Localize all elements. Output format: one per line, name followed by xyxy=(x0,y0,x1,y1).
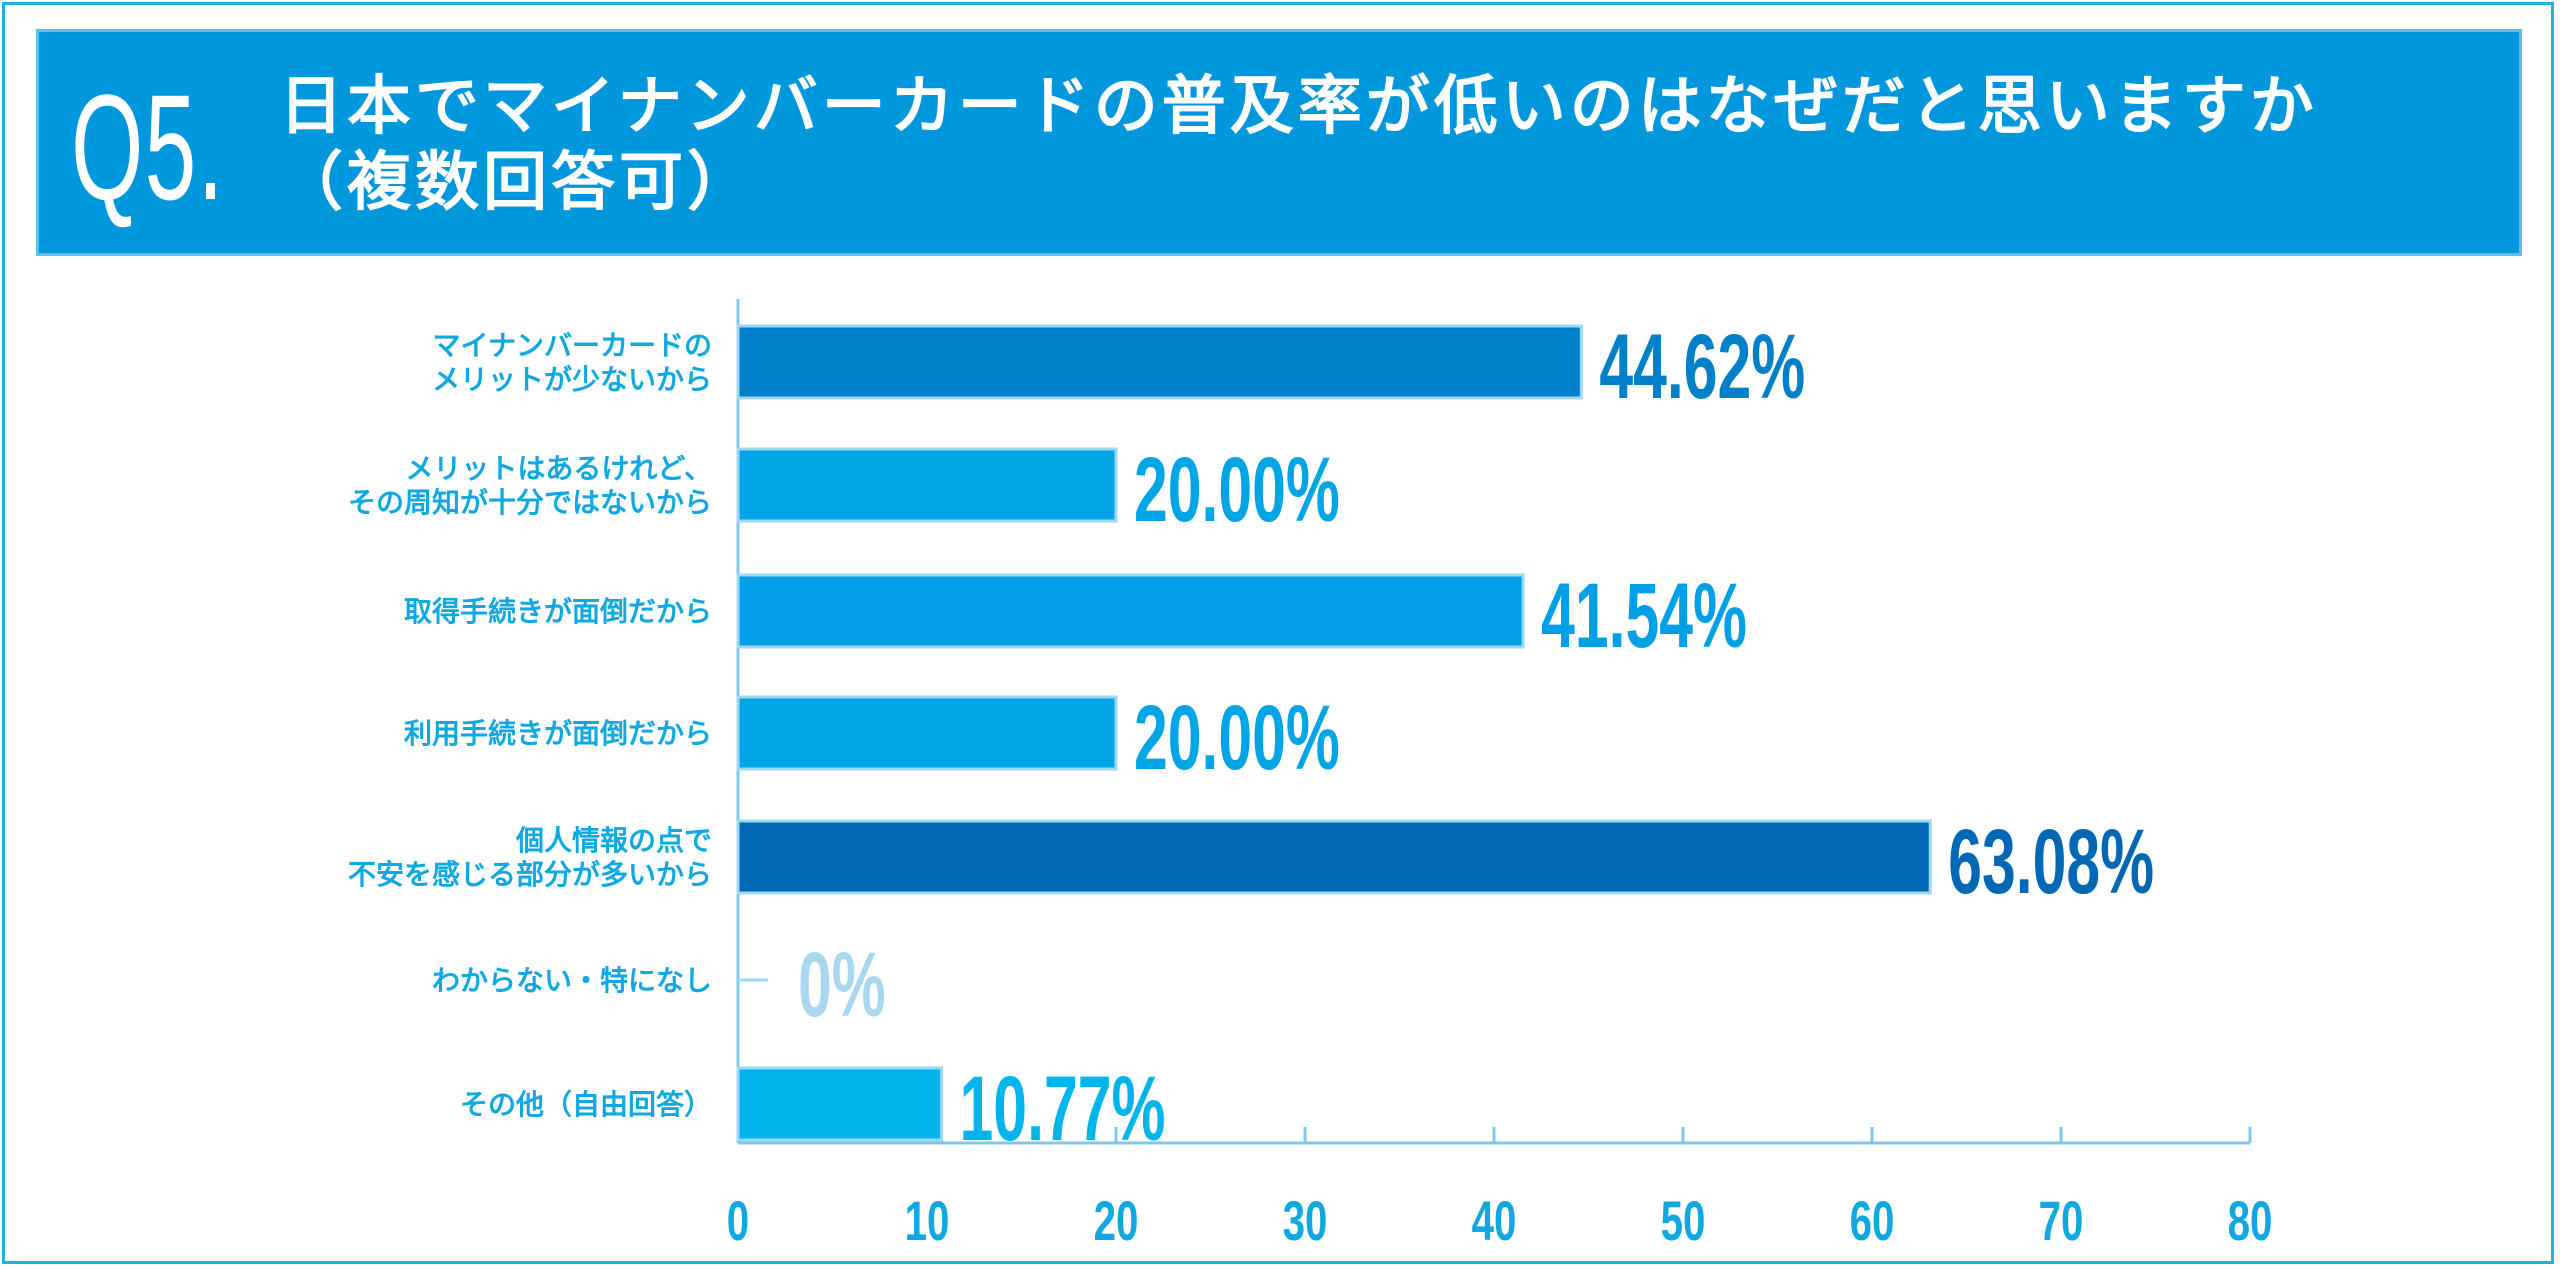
value-label: 10.77% xyxy=(960,1056,1166,1160)
value-label: 0% xyxy=(798,932,886,1036)
category-label: その周知が十分ではないから xyxy=(348,486,712,518)
bar xyxy=(736,573,1525,649)
x-tick-label: 80 xyxy=(2228,1191,2273,1253)
x-tick-label: 30 xyxy=(1283,1191,1328,1253)
category-label: メリットが少ないから xyxy=(432,363,712,395)
question-header: Q5. 日本でマイナンバーカードの普及率が低いのはなぜだと思いますか （複数回答… xyxy=(36,29,2522,256)
bar xyxy=(736,1066,944,1142)
x-tick-label: 0 xyxy=(727,1191,749,1253)
x-tick-label: 10 xyxy=(905,1191,950,1253)
value-label: 41.54% xyxy=(1541,563,1747,667)
category-label: 利用手続きが面倒だから xyxy=(404,717,712,749)
title-line-1: 日本でマイナンバーカードの普及率が低いのはなぜだと思いますか xyxy=(279,70,2318,142)
value-label: 20.00% xyxy=(1134,685,1340,789)
category-label: マイナンバーカードの xyxy=(433,330,712,361)
x-tick-label: 40 xyxy=(1472,1191,1517,1253)
value-label: 63.08% xyxy=(1948,809,2154,913)
category-label: その他（自由回答） xyxy=(460,1088,712,1120)
bar xyxy=(736,819,1932,895)
bar xyxy=(736,324,1583,400)
x-tick-label: 20 xyxy=(1094,1191,1139,1253)
category-label: わからない・特になし xyxy=(432,965,712,996)
x-tick-label: 70 xyxy=(2039,1191,2084,1253)
x-tick-label: 50 xyxy=(1661,1191,1706,1253)
bar xyxy=(736,447,1118,523)
value-label: 20.00% xyxy=(1134,437,1340,541)
x-tick-label: 60 xyxy=(1850,1191,1895,1253)
category-label: 個人情報の点で xyxy=(515,825,712,856)
question-title: 日本でマイナンバーカードの普及率が低いのはなぜだと思いますか （複数回答可） xyxy=(279,68,2318,220)
category-label: 取得手続きが面倒だから xyxy=(404,595,712,627)
bar xyxy=(736,695,1118,771)
category-label: メリットはあるけれど、 xyxy=(405,453,712,484)
question-number: Q5. xyxy=(71,63,225,231)
value-label: 44.62% xyxy=(1599,314,1805,418)
category-label: 不安を感じる部分が多いから xyxy=(348,858,712,890)
title-line-2: （複数回答可） xyxy=(279,146,755,218)
